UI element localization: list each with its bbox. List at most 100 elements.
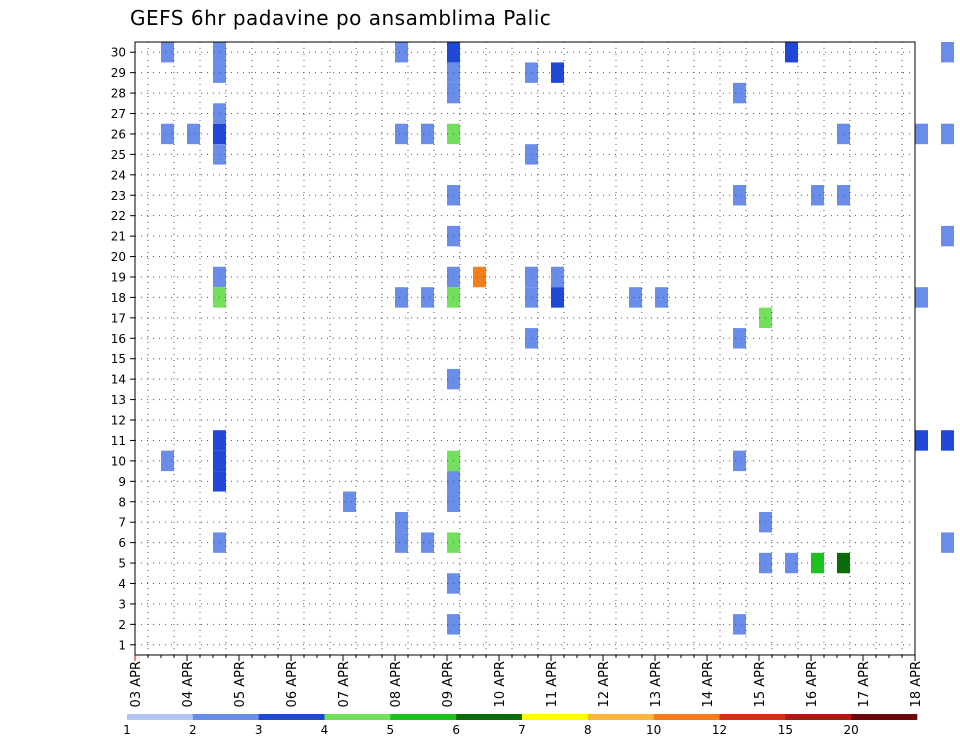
y-tick-label: 28 — [111, 87, 126, 101]
y-tick-label: 15 — [111, 352, 126, 366]
y-tick-label: 11 — [111, 434, 126, 448]
y-tick-label: 21 — [111, 230, 126, 244]
heatmap-cell — [551, 266, 564, 288]
y-tick-label: 26 — [111, 127, 126, 141]
heatmap-cell — [733, 185, 746, 206]
x-tick-label: 05 APR — [233, 661, 248, 707]
x-tick-label: 03 APR — [129, 661, 144, 707]
heatmap-cell — [161, 123, 174, 145]
y-tick-label: 4 — [118, 577, 126, 591]
heatmap-cell — [811, 185, 824, 206]
heatmap-cell — [733, 614, 746, 635]
y-tick-label: 12 — [111, 414, 126, 428]
y-tick-label: 16 — [111, 332, 126, 346]
legend-swatch — [258, 714, 325, 720]
legend-label: 7 — [518, 723, 526, 737]
legend-swatch — [456, 714, 523, 720]
legend-label: 8 — [584, 723, 592, 737]
y-tick-label: 7 — [118, 516, 126, 530]
heatmap-cell — [733, 82, 746, 104]
y-tick-label: 13 — [111, 393, 126, 407]
legend-label: 5 — [387, 723, 395, 737]
heatmap-cell — [395, 42, 408, 63]
heatmap-cell — [395, 511, 408, 533]
heatmap-cell — [733, 328, 746, 349]
legend-swatch — [390, 714, 457, 720]
color-legend: 1 2 3 4 5 6 7 8 10 12 15 20 — [123, 714, 918, 737]
heatmap-cell — [941, 532, 954, 553]
heatmap-cell — [343, 491, 356, 512]
y-tick-label: 27 — [111, 107, 126, 121]
legend-swatch — [653, 714, 720, 720]
y-tick-label: 30 — [111, 46, 126, 60]
legend-label: 1 — [123, 723, 131, 737]
x-tick-label: 12 APR — [597, 661, 612, 707]
legend-label: 3 — [255, 723, 263, 737]
legend-label: 10 — [646, 723, 661, 737]
x-tick-label: 06 APR — [285, 661, 300, 707]
y-tick-label: 29 — [111, 66, 126, 80]
y-tick-label: 1 — [118, 638, 126, 652]
x-tick-label: 08 APR — [389, 661, 404, 707]
heatmap-cell — [551, 62, 564, 83]
x-axis: 03 APR 04 APR 05 APR 06 APR 07 APR 08 APR 09 A… — [129, 655, 924, 707]
heatmap-cell — [941, 42, 954, 63]
y-tick-label: 20 — [111, 250, 126, 264]
legend-label: 4 — [321, 723, 329, 737]
legend-label: 6 — [452, 723, 460, 737]
legend-swatch — [324, 714, 391, 720]
x-tick-label: 17 APR — [857, 661, 872, 707]
heatmap-cell — [941, 123, 954, 145]
y-tick-label: 5 — [118, 557, 126, 571]
y-tick-label: 6 — [118, 536, 126, 550]
heatmap-cell — [395, 287, 408, 308]
x-tick-label: 04 APR — [181, 661, 196, 707]
x-tick-label: 16 APR — [805, 661, 820, 707]
y-tick-label: 2 — [118, 618, 126, 632]
y-tick-label: 17 — [111, 311, 126, 325]
legend-swatch — [785, 714, 852, 720]
x-tick-label: 07 APR — [337, 661, 352, 707]
heatmap-cell — [733, 450, 746, 472]
heatmap-cell — [421, 287, 434, 308]
x-tick-label: 13 APR — [649, 661, 664, 707]
heatmap-cell — [395, 532, 408, 553]
heatmap-cell — [941, 430, 954, 451]
y-tick-label: 9 — [118, 475, 126, 489]
y-tick-label: 25 — [111, 148, 126, 162]
heatmap-cell — [551, 287, 564, 308]
legend-swatch — [192, 714, 259, 720]
x-tick-label: 11 APR — [545, 661, 560, 707]
heatmap-cell — [915, 430, 928, 451]
x-tick-label: 18 APR — [909, 661, 924, 707]
chart-title: GEFS 6hr padavine po ansamblima Palic — [130, 6, 552, 30]
x-tick-label: 10 APR — [493, 661, 508, 707]
y-tick-label: 8 — [118, 495, 126, 509]
x-tick-label: 15 APR — [753, 661, 768, 707]
legend-label: 2 — [189, 723, 197, 737]
heatmap-cell — [161, 450, 174, 472]
heatmap-cell — [395, 123, 408, 145]
y-tick-label: 22 — [111, 209, 126, 223]
legend-swatch — [522, 714, 589, 720]
heatmap-cell — [915, 123, 928, 145]
y-tick-label: 18 — [111, 291, 126, 305]
y-tick-label: 10 — [111, 454, 126, 468]
heatmap-cell — [811, 552, 824, 574]
heatmap-cell — [655, 287, 668, 308]
x-tick-label: 14 APR — [701, 661, 716, 707]
y-tick-label: 24 — [111, 168, 126, 182]
cells-layer — [161, 42, 954, 635]
heatmap-cell — [941, 225, 954, 247]
y-tick-label: 3 — [118, 597, 126, 611]
heatmap-cell — [915, 287, 928, 308]
x-tick-label: 09 APR — [441, 661, 456, 707]
y-tick-label: 14 — [111, 373, 126, 387]
grid-layer — [135, 42, 915, 655]
legend-label: 15 — [778, 723, 793, 737]
legend-label: 20 — [844, 723, 859, 737]
heatmap-cell — [785, 42, 798, 63]
y-axis: 1234567891011121314151617181920212223242… — [111, 46, 135, 652]
legend-label: 12 — [712, 723, 727, 737]
